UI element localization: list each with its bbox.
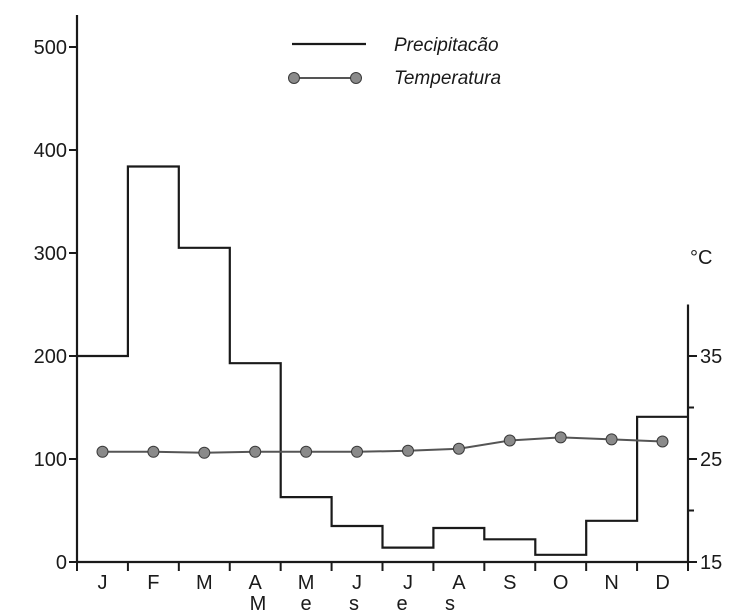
temperature-point-0 xyxy=(96,445,109,458)
precipitation-step-line xyxy=(77,165,688,556)
legend-temp-marker-1 xyxy=(288,72,300,84)
x-axis-label-letter-3: e xyxy=(396,593,407,614)
right-axis-unit: °C xyxy=(690,247,712,269)
right-axis-ticks: 15 25 35 xyxy=(688,346,722,574)
left-tick-label-1: 100 xyxy=(34,449,67,471)
x-tick-label-10: N xyxy=(604,572,618,594)
axes xyxy=(75,15,690,564)
right-tick-label-2: 35 xyxy=(700,346,722,368)
right-tick-label-1: 25 xyxy=(700,449,722,471)
legend: Precipitacão Temperatura xyxy=(288,35,501,89)
x-tick-label-6: J xyxy=(403,572,413,594)
left-axis-ticks: 0 100 200 300 400 500 xyxy=(34,37,77,574)
temperature-point-2 xyxy=(198,446,211,459)
x-tick-label-1: F xyxy=(147,572,159,594)
temperature-point-1 xyxy=(147,445,160,458)
x-axis-label-letter-0: M xyxy=(250,593,267,614)
temperature-point-4 xyxy=(300,445,313,458)
x-tick-label-7: A xyxy=(452,572,466,594)
x-tick-label-8: S xyxy=(503,572,516,594)
x-tick-label-3: A xyxy=(249,572,263,594)
temperature-point-11 xyxy=(656,435,669,448)
temperature-series xyxy=(96,431,669,459)
x-axis-label-letter-1: e xyxy=(300,593,311,614)
x-axis-label-letter-4: s xyxy=(445,593,455,614)
x-axis-label-letter-2: s xyxy=(349,593,359,614)
x-tick-label-0: J xyxy=(97,572,107,594)
x-tick-label-2: M xyxy=(196,572,213,594)
x-tick-label-9: O xyxy=(553,572,569,594)
temperature-point-10 xyxy=(605,433,618,446)
right-tick-label-0: 15 xyxy=(700,552,722,574)
x-tick-label-4: M xyxy=(298,572,315,594)
left-tick-label-4: 400 xyxy=(34,140,67,162)
temperature-point-5 xyxy=(351,445,363,458)
temperature-point-8 xyxy=(503,434,516,447)
legend-temp-label: Temperatura xyxy=(394,68,501,89)
left-tick-label-0: 0 xyxy=(56,552,67,574)
temperature-line xyxy=(102,436,663,454)
temperature-point-7 xyxy=(452,442,465,455)
precipitation-series xyxy=(77,165,688,556)
x-tick-label-5: J xyxy=(352,572,362,594)
legend-temp-marker-2 xyxy=(350,72,362,84)
x-tick-label-11: D xyxy=(655,572,669,594)
temperature-point-3 xyxy=(249,445,262,458)
temperature-point-9 xyxy=(554,431,567,444)
left-tick-label-2: 200 xyxy=(34,346,67,368)
legend-precip-label: Precipitacão xyxy=(394,35,499,56)
temperature-point-6 xyxy=(402,444,414,457)
left-tick-label-5: 500 xyxy=(34,37,67,59)
left-tick-label-3: 300 xyxy=(34,243,67,265)
